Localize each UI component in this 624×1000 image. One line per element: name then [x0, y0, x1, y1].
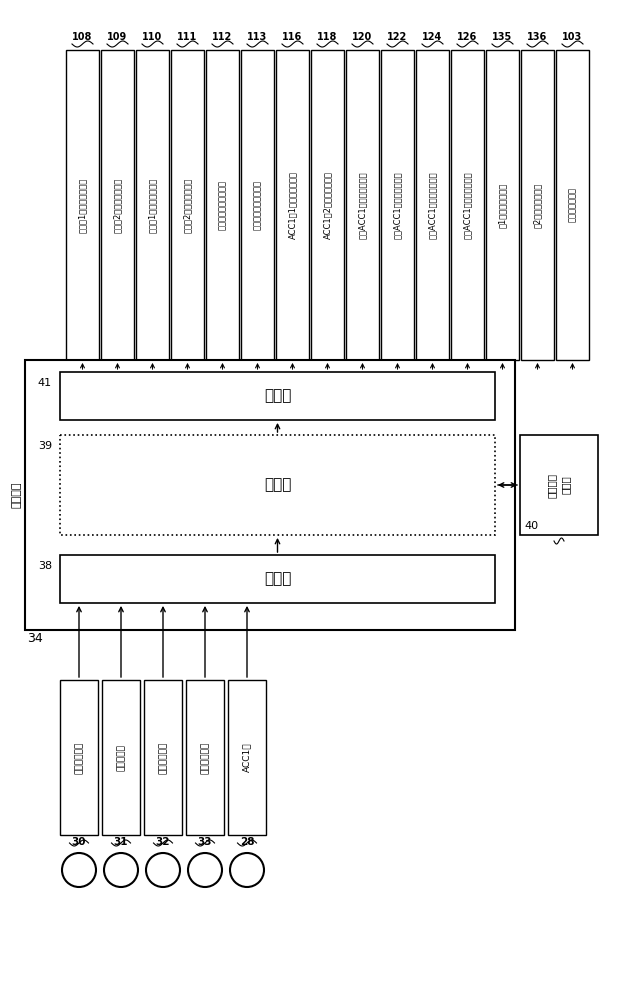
Text: 控制装置: 控制装置: [12, 482, 22, 508]
Text: 动臂的2流量控制阀指令: 动臂的2流量控制阀指令: [113, 177, 122, 233]
Text: 输入部: 输入部: [264, 572, 291, 586]
Bar: [381, 50, 414, 360]
Bar: [25, 360, 515, 630]
Bar: [60, 680, 98, 835]
Text: 输出部: 输出部: [264, 388, 291, 403]
Bar: [66, 50, 99, 360]
Bar: [521, 50, 554, 360]
Text: 103: 103: [562, 32, 583, 42]
Bar: [346, 50, 379, 360]
Text: 126: 126: [457, 32, 477, 42]
Text: 109: 109: [107, 32, 128, 42]
Text: 斗杆ACC1流量控制阀指令: 斗杆ACC1流量控制阀指令: [393, 171, 402, 239]
Text: 112: 112: [212, 32, 233, 42]
Bar: [171, 50, 204, 360]
Text: 旋转泵流量控制阀指令: 旋转泵流量控制阀指令: [253, 180, 262, 230]
Text: 113: 113: [247, 32, 268, 42]
Bar: [228, 680, 266, 835]
Text: 39: 39: [38, 441, 52, 451]
Text: 136: 136: [527, 32, 548, 42]
Text: 135: 135: [492, 32, 513, 42]
Bar: [206, 50, 239, 360]
Text: 锹斗ACC1流量控制阀指令: 锹斗ACC1流量控制阀指令: [428, 171, 437, 239]
Text: 38: 38: [38, 561, 52, 571]
Text: 朱2流量截流控制阀: 朱2流量截流控制阀: [533, 182, 542, 228]
Text: 41: 41: [38, 378, 52, 388]
Bar: [556, 50, 589, 360]
Bar: [486, 50, 519, 360]
Bar: [241, 50, 274, 360]
Text: 发动机转速指令: 发动机转速指令: [568, 188, 577, 223]
Text: 锹斗杆操作量: 锹斗杆操作量: [158, 741, 167, 774]
Bar: [60, 372, 495, 420]
Bar: [416, 50, 449, 360]
Bar: [276, 50, 309, 360]
Bar: [451, 50, 484, 360]
Text: 斗杆的2流量控制阀指令: 斗杆的2流量控制阀指令: [183, 177, 192, 233]
Text: ACC1压: ACC1压: [243, 743, 251, 772]
Text: 动臂的1流量控制阀指令: 动臂的1流量控制阀指令: [78, 177, 87, 233]
Text: 运算部: 运算部: [264, 478, 291, 492]
Text: 40: 40: [524, 521, 538, 531]
Text: ACC1泵1流量控制阀指令: ACC1泵1流量控制阀指令: [288, 171, 297, 239]
Bar: [311, 50, 344, 360]
Text: 110: 110: [142, 32, 163, 42]
Text: 33: 33: [198, 837, 212, 847]
Text: 122: 122: [388, 32, 407, 42]
Text: 斗杆操作量: 斗杆操作量: [117, 744, 125, 771]
Text: 108: 108: [72, 32, 93, 42]
Text: 控制特性
存储部: 控制特性 存储部: [547, 473, 571, 497]
Text: 118: 118: [318, 32, 338, 42]
Bar: [136, 50, 169, 360]
Bar: [520, 435, 598, 535]
Text: 34: 34: [27, 632, 43, 645]
Bar: [60, 435, 495, 535]
Bar: [186, 680, 224, 835]
Bar: [144, 680, 182, 835]
Text: 28: 28: [240, 837, 254, 847]
Text: 朱1流量截流控制阀: 朱1流量截流控制阀: [498, 182, 507, 228]
Text: 动臂ACC1流量控制阀指令: 动臂ACC1流量控制阀指令: [358, 171, 367, 239]
Text: 旋转ACC1流量控制阀指令: 旋转ACC1流量控制阀指令: [463, 171, 472, 239]
Text: 旋转杆操作量: 旋转杆操作量: [200, 741, 210, 774]
Bar: [60, 555, 495, 603]
Text: 斗杆的1流量控制阀指令: 斗杆的1流量控制阀指令: [148, 177, 157, 233]
Text: 32: 32: [156, 837, 170, 847]
Bar: [102, 680, 140, 835]
Text: 116: 116: [283, 32, 303, 42]
Text: 31: 31: [114, 837, 129, 847]
Text: 120: 120: [353, 32, 373, 42]
Text: 124: 124: [422, 32, 442, 42]
Text: 锹斗泵流量控制阀指令: 锹斗泵流量控制阀指令: [218, 180, 227, 230]
Text: 111: 111: [177, 32, 198, 42]
Text: ACC1泵2流量控制阀指令: ACC1泵2流量控制阀指令: [323, 171, 332, 239]
Text: 30: 30: [72, 837, 86, 847]
Text: 动臂杆操作量: 动臂杆操作量: [74, 741, 84, 774]
Bar: [101, 50, 134, 360]
